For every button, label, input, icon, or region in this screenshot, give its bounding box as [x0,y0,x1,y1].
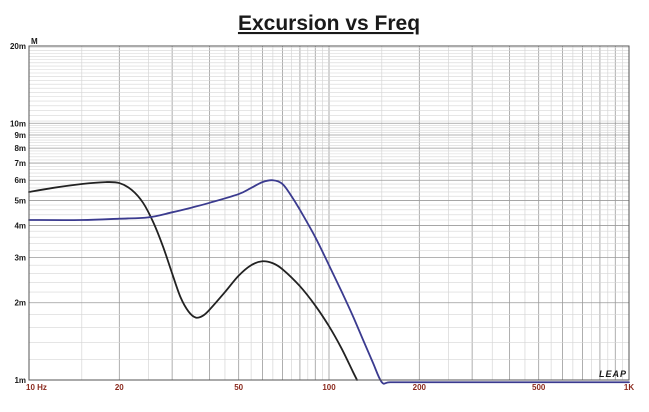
x-tick-label: 1K [624,383,634,392]
x-axis-labels: 10 Hz 20 50 100 200 500 1K [26,383,634,392]
x-tick-label: 10 Hz [26,383,47,392]
x-tick-label: 20 [115,383,124,392]
y-tick-label: 3m [14,254,26,263]
plot-frame [28,45,630,381]
series-group [28,179,630,385]
grid [29,46,629,380]
x-tick-label: 50 [234,383,243,392]
x-tick-label: 200 [413,383,427,392]
y-tick-label: 6m [14,176,26,185]
y-tick-label: 10m [10,119,26,128]
y-tick-label: 9m [14,131,26,140]
series-line-2 [28,179,630,385]
brand-logo: LEAP [599,369,627,379]
x-tick-label: 500 [532,383,546,392]
y-unit-label: M [31,37,38,46]
y-axis-labels: 20m 10m 9m 8m 7m 6m 5m 4m 3m 2m 1m [10,42,26,385]
y-tick-label: 20m [10,42,26,51]
chart-title: Excursion vs Freq [238,12,420,35]
y-tick-label: 8m [14,144,26,153]
x-tick-label: 100 [322,383,336,392]
y-tick-label: 5m [14,197,26,206]
y-tick-label: 7m [14,159,26,168]
series-line-1 [28,181,358,381]
y-tick-label: 1m [14,376,26,385]
y-tick-label: 2m [14,299,26,308]
y-tick-label: 4m [14,221,26,230]
